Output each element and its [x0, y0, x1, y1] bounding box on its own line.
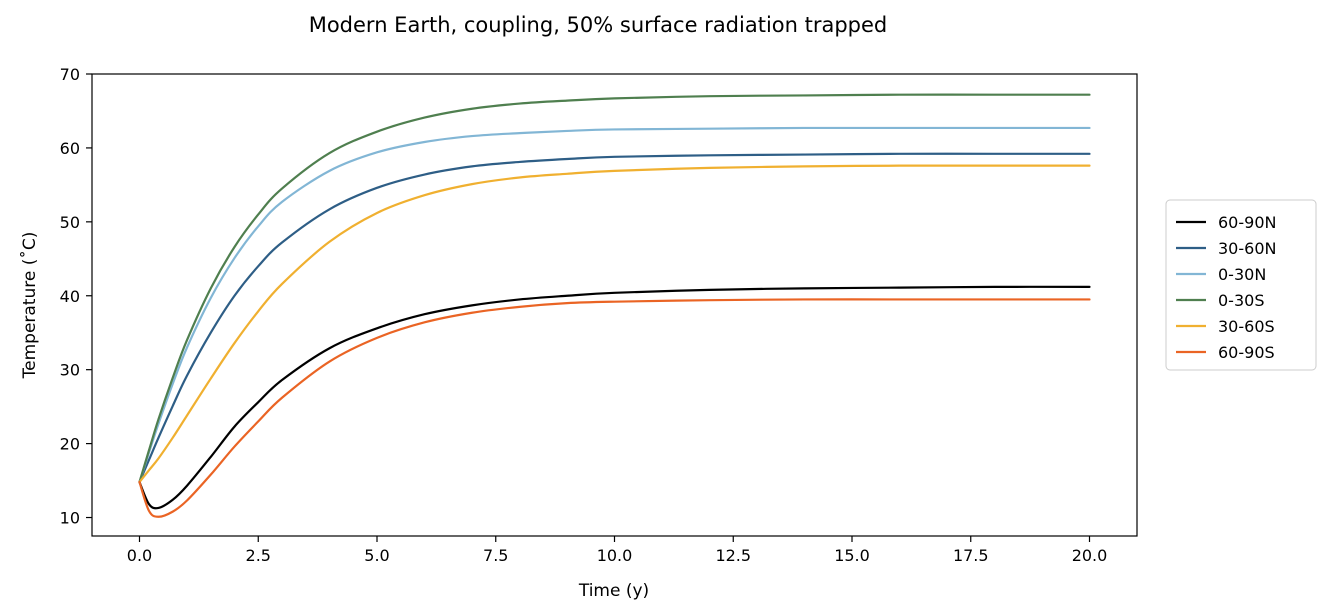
legend-label-30-60S: 30-60S	[1218, 317, 1275, 336]
x-tick-label: 20.0	[1072, 546, 1108, 565]
axes: 0.0 2.5 5.0 7.5 10.0 12.5 15.0 17.5 20.0 10 20 30 40…	[60, 65, 1138, 565]
x-tick-label: 7.5	[483, 546, 508, 565]
x-tick-label: 0.0	[127, 546, 152, 565]
x-axis-label: Time (y)	[578, 581, 649, 601]
y-tick-label: 10	[60, 509, 80, 528]
legend-label-60-90N: 60-90N	[1218, 213, 1276, 232]
y-tick-label: 60	[60, 139, 80, 158]
x-tick-label: 17.5	[953, 546, 989, 565]
legend-label-0-30N: 0-30N	[1218, 265, 1266, 284]
y-tick-label: 40	[60, 287, 80, 306]
legend-box	[1165, 199, 1317, 371]
y-tick-label: 50	[60, 213, 80, 232]
chart-title: Modern Earth, coupling, 50% surface radi…	[309, 13, 888, 37]
series-line-60-90N	[138, 285, 1091, 510]
x-tick-label: 15.0	[834, 546, 870, 565]
x-tick-label: 2.5	[246, 546, 271, 565]
series-line-0-30N	[138, 126, 1091, 484]
y-tick-label: 20	[60, 435, 80, 454]
x-tick-label: 12.5	[715, 546, 751, 565]
x-tick-label: 10.0	[597, 546, 633, 565]
series-line-30-60N	[138, 152, 1091, 484]
series-line-0-30S	[138, 93, 1091, 484]
series-line-30-60S	[138, 164, 1091, 484]
y-tick-label: 70	[60, 65, 80, 84]
legend-label-30-60N: 30-60N	[1218, 239, 1276, 258]
axes-frame	[91, 73, 1138, 537]
y-tick-label: 30	[60, 361, 80, 380]
plot-area	[138, 93, 1091, 518]
series-line-60-90S	[138, 298, 1091, 518]
x-tick-label: 5.0	[364, 546, 389, 565]
y-axis-label: Temperature (˚C)	[19, 232, 40, 380]
legend-label-60-90S: 60-90S	[1218, 343, 1275, 362]
legend: 60-90N 30-60N 0-30N 0-30S 30-60S 60-90S	[1165, 199, 1317, 371]
legend-label-0-30S: 0-30S	[1218, 291, 1264, 310]
